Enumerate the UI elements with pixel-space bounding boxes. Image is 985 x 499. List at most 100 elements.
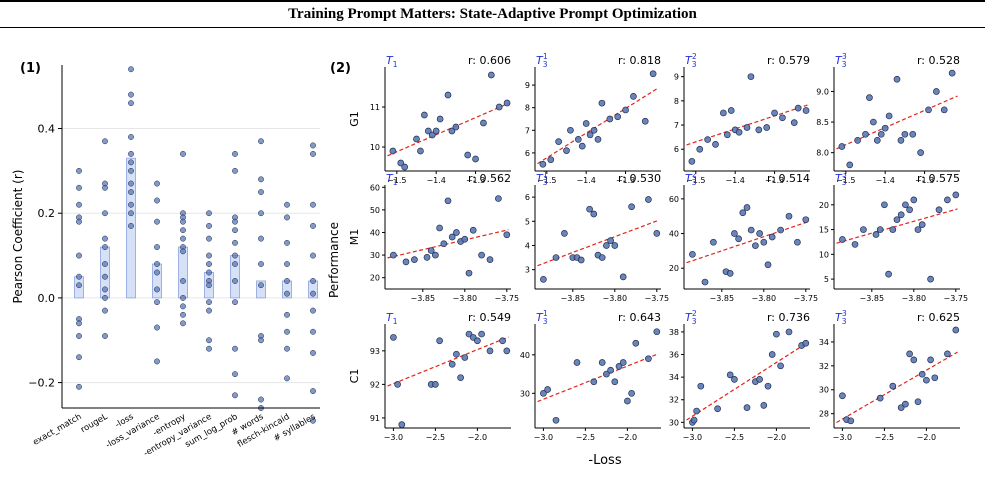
scatter-point [910,196,918,204]
strip-point [232,278,238,284]
scatter-point [948,69,956,77]
correlation-label: r: 0.625 [917,311,960,324]
cell-title: T32 [685,52,697,69]
scatter-point [743,404,751,412]
strip-point [154,269,160,276]
strip-point [310,307,316,314]
scatter-point [632,339,640,347]
scatter-point [478,330,485,338]
scatter-point [727,107,735,114]
scatter-point [851,241,859,248]
fit-line [686,221,808,264]
cell-title-base: T [536,172,544,185]
fit-line [836,351,958,424]
scatter-point [696,145,704,153]
cell-title: T32 [685,170,697,187]
scatter-point [577,256,585,264]
strip-point [284,278,290,284]
scatter-point [739,209,747,217]
scatter-point [901,130,909,138]
cell-title-base: T [685,172,693,185]
scatter-point [802,339,810,347]
cell-title: T33 [835,170,847,187]
scatter-point [952,326,960,334]
cell-title-base: T [835,172,843,185]
scatter-point [777,362,784,370]
strip-point [284,290,290,297]
strip-point [310,350,316,356]
y-tick-label: 10 [819,250,829,259]
scatter-point [628,203,635,211]
scatter-point [590,126,598,134]
strip-point [154,218,160,225]
scatter-point [417,147,424,155]
y-tick-label: 6 [674,145,679,154]
strip-point [102,307,108,314]
scatter-point [794,104,802,112]
scatter-point [615,363,623,370]
strip-point [180,320,186,327]
scatter-point [432,127,440,135]
scatter-point [432,381,439,388]
strip-point [128,134,134,140]
scatter-point [444,91,452,99]
strip-point [206,337,212,344]
y-axis-label: Pearson Coefficient (r) [11,170,25,304]
x-tick-label: −2.5 [725,433,744,442]
scatter-point [802,107,810,114]
scatter-point [598,359,606,366]
y-tick-label: 36 [669,351,679,360]
strip-point [154,358,160,365]
scatter-point [779,114,786,122]
cell-title-sub: 3 [543,178,548,187]
scatter-point [619,273,627,281]
scatter-point [461,354,469,361]
y-tick-label: 40 [669,230,679,239]
strip-point [180,248,186,255]
y-tick-label: 40 [520,351,530,360]
strip-point [206,252,212,259]
scatter-point [763,124,771,131]
cell-title-base: T [386,172,394,185]
strip-point [310,252,316,259]
scatter-point [747,226,755,234]
strip-point [76,201,82,208]
strip-point [258,396,264,403]
scatter-point [448,127,456,135]
scatter-point [539,160,547,168]
strip-point [76,184,82,191]
strip-point [206,345,212,352]
x-tick-label: −2.0 [917,433,936,442]
cell-title-sub: 1 [393,178,398,187]
cell-title: T1 [386,54,398,69]
header-rule-bottom [0,27,985,28]
strip-point [154,324,160,331]
x-tick-label: −3.0 [384,433,403,442]
scatter-point [472,155,479,163]
scatter-point [594,135,602,143]
strip-point [180,311,186,318]
strip-point [102,210,108,217]
y-tick-label: 8 [525,104,530,113]
scatter-point [607,366,614,374]
scatter-point [846,161,854,169]
strip-point [232,345,238,352]
scatter-point [885,112,893,120]
fit-line [537,87,659,165]
cell-title: T32 [685,309,697,326]
strip-point [310,290,316,297]
scatter-point [897,211,905,219]
panel-label-1: (1) [20,61,41,76]
x-tick-label: −2.5 [875,433,894,442]
cell-title-sub: 1 [393,60,398,69]
scatter-point [641,117,649,125]
strip-point [284,328,290,335]
scatter-point [931,374,939,382]
cell-title-sub: 3 [692,317,697,326]
scatter-point [614,113,622,121]
strip-point [258,210,264,217]
scatter-point [914,226,922,233]
y-tick-label: 3 [525,266,530,275]
scatter-point [790,119,798,126]
scatter-point [603,370,610,378]
